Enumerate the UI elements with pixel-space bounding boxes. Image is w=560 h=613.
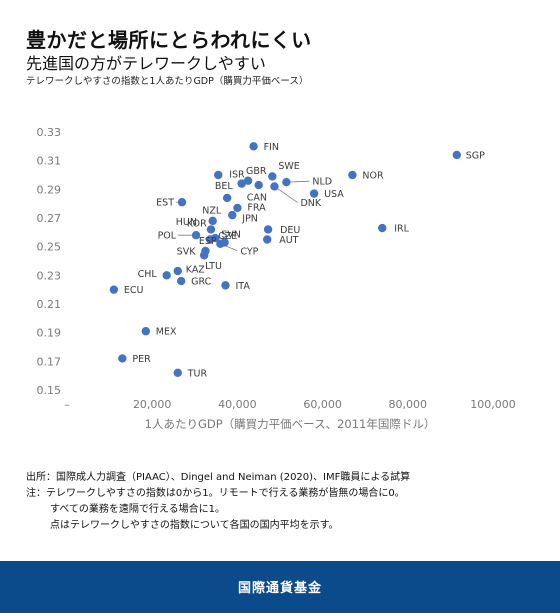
point-label-est: EST: [156, 198, 174, 209]
point-label-svk: SVK: [177, 246, 197, 257]
x-axis-title: 1人あたりGDP（購買力平価ベース、2011年国際ドル）: [145, 417, 436, 431]
point-label-cze: CZE: [218, 231, 237, 242]
footer-bar: 国際通貨基金: [0, 561, 560, 613]
point-label-can: CAN: [247, 193, 267, 204]
data-point-ltu: [199, 251, 209, 260]
notes: 出所：国際成人力調査（PIAAC）、Dingel and Neiman (202…: [26, 470, 546, 534]
data-point-fra: [233, 203, 242, 213]
data-point-kaz: [173, 266, 182, 276]
point-label-chl: CHL: [138, 269, 158, 280]
y-tick-label: 0.31: [37, 155, 62, 168]
point-label-fra: FRA: [247, 202, 266, 213]
point-label-gbr: GBR: [246, 166, 267, 177]
data-point-swe: [268, 172, 277, 181]
point-label-aut: AUT: [279, 235, 298, 246]
point-label-usa: USA: [324, 189, 344, 200]
chart-title: 豊かだと場所にとらわれにくい: [26, 28, 312, 52]
y-tick-label: 0.15: [37, 384, 62, 397]
data-point-jpn: [228, 210, 237, 220]
x-tick-label: 100,000: [470, 398, 516, 411]
data-point-bel: [237, 179, 246, 188]
point-label-irl: IRL: [394, 224, 409, 235]
note-line-3: 点はテレワークしやすさの指数について各国の国内平均を示す。: [50, 520, 339, 531]
data-point-usa: [309, 189, 319, 198]
point-label-fin: FIN: [264, 142, 279, 153]
point-label-ita: ITA: [235, 281, 250, 292]
scatter-chart: 0.33 0.31 0.29 0.27 0.25 0.23 0.21 0.19 0.17 0.15…: [37, 126, 516, 431]
chart-subtitle: 先進国の方がテレワークしやすい: [26, 54, 266, 73]
x-tick-label: 40,000: [218, 398, 257, 411]
data-point-nor: [348, 170, 357, 180]
data-point-fin: [249, 142, 258, 151]
y-tick-label: 0.29: [37, 183, 62, 196]
x-tick-label: –: [64, 398, 70, 411]
point-label-isr: ISR: [229, 170, 245, 181]
leader-line: [274, 186, 298, 203]
y-tick-label: 0.17: [37, 355, 62, 368]
point-label-nor: NOR: [362, 171, 384, 182]
point-label-nld: NLD: [312, 177, 332, 188]
data-point-cyp: [216, 239, 225, 248]
data-point-pol: [191, 231, 201, 240]
x-tick-label: 60,000: [303, 398, 342, 411]
data-point-isr: [214, 170, 223, 180]
point-label-cyp: CYP: [240, 246, 258, 257]
point-label-nzl: NZL: [202, 205, 222, 216]
data-point-tur: [173, 368, 182, 377]
data-point-irl: [378, 223, 387, 233]
x-tick-label: 20,000: [133, 398, 172, 411]
data-point-ecu: [109, 285, 119, 294]
data-point-deu: [263, 225, 273, 234]
y-tick-label: 0.21: [37, 298, 62, 311]
point-label-ltu: LTU: [205, 261, 222, 272]
y-tick-label: 0.25: [37, 241, 62, 254]
point-label-mex: MEX: [156, 327, 177, 338]
data-point-sgp: [452, 150, 461, 160]
data-point-est: [177, 198, 187, 207]
point-label-sgp: SGP: [466, 150, 485, 161]
point-label-ecu: ECU: [124, 285, 144, 296]
point-label-dnk: DNK: [300, 198, 321, 209]
footer-label: 国際通貨基金: [237, 581, 322, 596]
point-label-svn: SVN: [221, 230, 241, 241]
point-label-kor: KOR: [187, 218, 207, 229]
point-label-esp: ESP: [199, 236, 217, 247]
data-point-ita: [221, 281, 230, 290]
data-point-nzl: [222, 193, 232, 203]
y-tick-label: 0.23: [37, 269, 62, 282]
data-point-per: [118, 354, 127, 363]
x-tick-label: 80,000: [389, 398, 428, 411]
data-point-chl: [162, 271, 171, 280]
note-line-1: 注：テレワークしやすさの指数は0から1。リモートで行える業務が皆無の場合に0。: [26, 488, 405, 499]
source-note: 出所：国際成人力調査（PIAAC）、Dingel and Neiman (202…: [26, 472, 411, 483]
point-label-tur: TUR: [187, 368, 208, 379]
data-point-gbr: [243, 176, 253, 185]
data-point-hun: [206, 225, 216, 234]
y-tick-label: 0.33: [37, 126, 62, 139]
point-label-swe: SWE: [278, 161, 299, 172]
data-point-can: [254, 180, 263, 190]
point-label-pol: POL: [158, 231, 177, 242]
point-label-hun: HUN: [176, 217, 197, 228]
point-label-deu: DEU: [280, 225, 300, 236]
data-point-grc: [176, 276, 186, 286]
note-line-2: すべての業務を遠隔で行える場合に1。: [50, 504, 225, 515]
point-label-jpn: JPN: [241, 214, 258, 225]
y-tick-label: 0.27: [37, 212, 62, 225]
data-point-cze: [205, 235, 215, 244]
data-point-nld: [282, 177, 291, 187]
data-point-dnk: [270, 182, 279, 191]
point-label-per: PER: [132, 354, 151, 365]
data-point-kor: [208, 216, 217, 226]
data-point-mex: [141, 327, 151, 336]
y-tick-label: 0.19: [37, 327, 62, 340]
point-label-kaz: KAZ: [186, 265, 206, 276]
chart-description: テレワークしやすさの指数と1人あたりGDP（購買力平価ベース）: [26, 76, 309, 87]
point-label-grc: GRC: [191, 277, 211, 288]
point-label-bel: BEL: [215, 181, 234, 192]
data-point-aut: [263, 235, 272, 244]
